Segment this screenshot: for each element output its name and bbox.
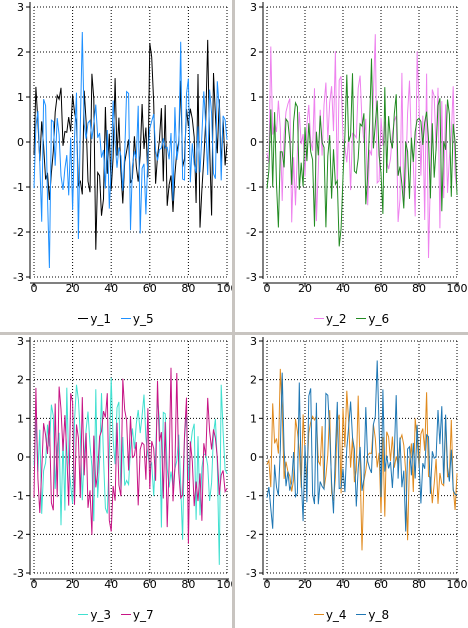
x-tick-label: 60 <box>143 282 157 295</box>
x-tick-label: 100 <box>447 578 468 591</box>
x-tick-label: 0 <box>264 282 271 295</box>
y-tick-label: 2 <box>17 374 24 387</box>
y-tick-label: 1 <box>250 91 257 104</box>
y-tick-label: 1 <box>17 412 24 425</box>
y-tick-label: -3 <box>246 271 257 284</box>
legend-swatch <box>78 318 89 319</box>
y-tick-label: 1 <box>17 91 24 104</box>
series-line-y_1 <box>33 39 228 250</box>
y-tick-label: -3 <box>13 271 24 284</box>
legend-label: y_4 <box>325 608 347 622</box>
x-tick-label: 20 <box>66 578 80 591</box>
legend-entry: y_7 <box>120 608 154 622</box>
series-line-y_5 <box>33 31 228 269</box>
x-tick-label: 80 <box>181 282 195 295</box>
y-tick-label: 2 <box>250 374 257 387</box>
x-tick-label: 40 <box>104 578 118 591</box>
legend-label: y_7 <box>132 608 154 622</box>
y-tick-label: 2 <box>250 46 257 59</box>
y-tick-label: -3 <box>13 567 24 580</box>
x-tick-label: 60 <box>374 282 388 295</box>
legend-label: y_5 <box>132 312 154 326</box>
y-tick-label: -2 <box>13 528 24 541</box>
x-tick-label: 100 <box>217 282 233 295</box>
series-line-y_7 <box>33 367 228 544</box>
x-tick-label: 60 <box>374 578 388 591</box>
y-tick-label: -1 <box>246 490 257 503</box>
y-tick-label: -3 <box>246 567 257 580</box>
y-tick-label: 2 <box>17 46 24 59</box>
legend-label: y_2 <box>325 312 347 326</box>
x-tick-label: 40 <box>336 282 350 295</box>
legend-entry: y_5 <box>120 312 154 326</box>
chart-plot: -3 -2 -1 0 1 2 3 0 20 40 60 80 100 <box>246 1 468 295</box>
chart-panel-bottom-right: -3 -2 -1 0 1 2 3 0 20 40 60 80 100 y_4 y_8 <box>235 335 468 628</box>
legend-swatch <box>356 318 367 319</box>
chart-plot: -3 -2 -1 0 1 2 3 0 20 40 60 80 100 <box>13 1 233 295</box>
legend-label: y_6 <box>368 312 390 326</box>
series-line-y_2 <box>266 34 458 259</box>
legend-label: y_8 <box>368 608 390 622</box>
legend-swatch <box>78 614 89 615</box>
legend-entry: y_4 <box>313 608 347 622</box>
legend-entry: y_2 <box>313 312 347 326</box>
legend-swatch <box>120 614 131 615</box>
chart-plot: -3 -2 -1 0 1 2 3 0 20 40 60 80 100 <box>246 335 468 591</box>
x-tick-label: 0 <box>264 578 271 591</box>
x-tick-label: 60 <box>143 578 157 591</box>
x-tick-label: 20 <box>66 282 80 295</box>
chart-legend: y_3 y_7 <box>0 608 232 622</box>
y-tick-label: -1 <box>13 490 24 503</box>
y-tick-label: 3 <box>17 1 24 14</box>
x-tick-label: 20 <box>298 578 312 591</box>
y-tick-label: 3 <box>17 335 24 348</box>
y-tick-label: 0 <box>17 136 24 149</box>
x-tick-label: 80 <box>412 578 426 591</box>
x-tick-label: 0 <box>31 282 38 295</box>
chart-legend: y_1 y_5 <box>0 312 232 326</box>
y-tick-label: -2 <box>246 528 257 541</box>
legend-entry: y_8 <box>356 608 389 622</box>
legend-swatch <box>313 318 324 319</box>
series-line-y_3 <box>33 377 228 565</box>
y-tick-label: -1 <box>13 181 24 194</box>
legend-swatch <box>313 614 324 615</box>
x-tick-label: 40 <box>104 282 118 295</box>
series-line-y_8 <box>266 360 458 532</box>
x-tick-label: 80 <box>412 282 426 295</box>
chart-legend: y_4 y_8 <box>235 608 468 622</box>
y-tick-label: 0 <box>17 451 24 464</box>
y-tick-label: 3 <box>250 1 257 14</box>
legend-label: y_3 <box>90 608 112 622</box>
chart-legend: y_2 y_6 <box>235 312 468 326</box>
legend-entry: y_3 <box>78 608 111 622</box>
x-tick-label: 100 <box>217 578 233 591</box>
y-tick-label: 1 <box>250 412 257 425</box>
legend-swatch <box>356 614 367 615</box>
x-tick-label: 40 <box>336 578 350 591</box>
x-tick-label: 0 <box>31 578 38 591</box>
x-tick-label: 20 <box>298 282 312 295</box>
x-tick-label: 80 <box>181 578 195 591</box>
y-tick-label: -2 <box>13 226 24 239</box>
chart-panel-top-right: -3 -2 -1 0 1 2 3 0 20 40 60 80 100 y_2 y_6 <box>235 0 468 332</box>
y-tick-label: 0 <box>250 136 257 149</box>
legend-label: y_1 <box>90 312 112 326</box>
chart-panel-bottom-left: -3 -2 -1 0 1 2 3 0 20 40 60 80 100 y_3 y_7 <box>0 335 232 628</box>
legend-swatch <box>120 318 131 319</box>
y-tick-label: -2 <box>246 226 257 239</box>
legend-entry: y_6 <box>356 312 389 326</box>
chart-panel-top-left: -3 -2 -1 0 1 2 3 0 20 40 60 80 100 y_1 y_5 <box>0 0 232 332</box>
chart-plot: -3 -2 -1 0 1 2 3 0 20 40 60 80 100 <box>13 335 233 591</box>
y-tick-label: 3 <box>250 335 257 348</box>
series-line-y_6 <box>266 58 458 247</box>
x-tick-label: 100 <box>447 282 468 295</box>
series-line-y_4 <box>266 368 458 551</box>
y-tick-label: -1 <box>246 181 257 194</box>
y-tick-label: 0 <box>250 451 257 464</box>
legend-entry: y_1 <box>78 312 111 326</box>
